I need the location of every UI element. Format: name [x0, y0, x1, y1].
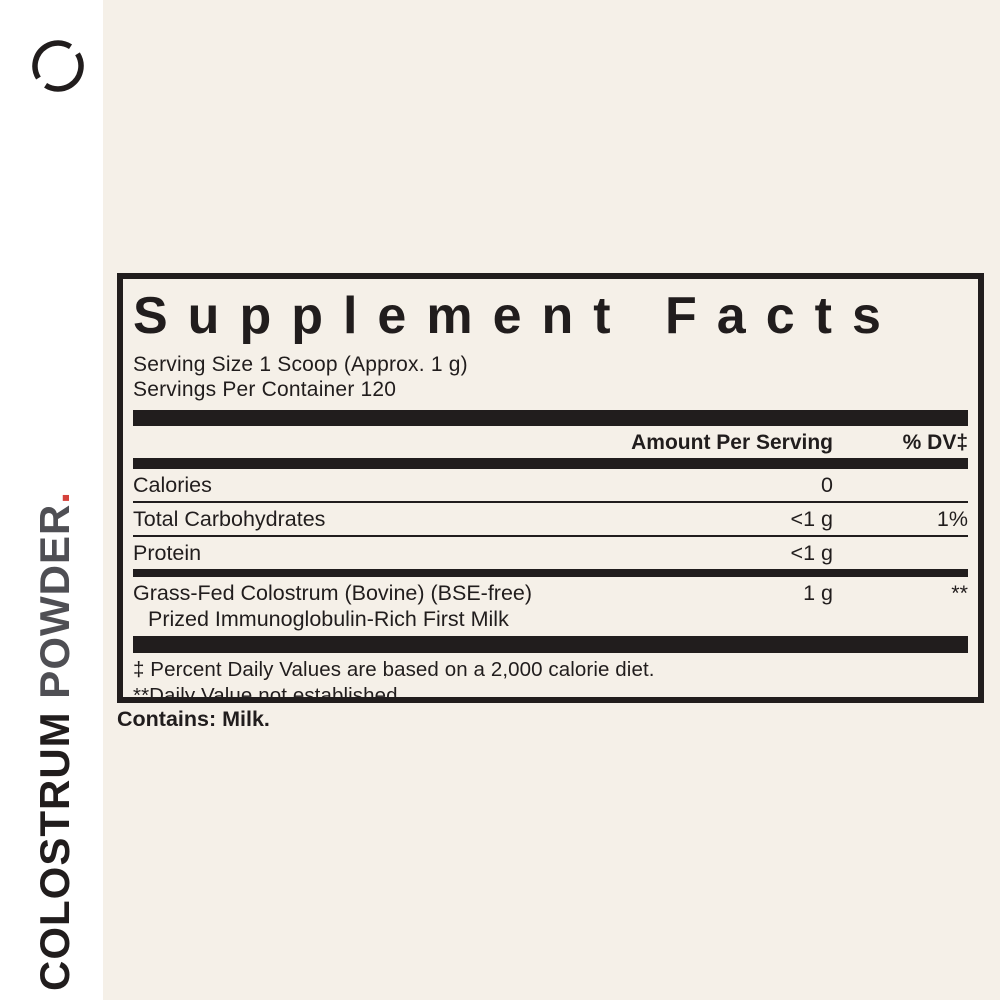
row-subtext: Prized Immunoglobulin-Rich First Milk: [148, 607, 509, 631]
table-row-protein: Protein <1 g: [133, 537, 968, 569]
footnotes: ‡ Percent Daily Values are based on a 2,…: [133, 657, 968, 703]
divider-bar-mid: [133, 569, 968, 577]
row-amount: <1 g: [790, 507, 833, 531]
row-separator: [133, 535, 968, 537]
divider-bar-top: [133, 410, 968, 426]
table-row-colostrum: Grass-Fed Colostrum (Bovine) (BSE-free) …: [133, 577, 968, 636]
brand-name-primary: COLOSTRUM: [31, 698, 78, 991]
table-row-total-carbohydrates: Total Carbohydrates <1 g 1%: [133, 503, 968, 535]
row-amount: 0: [821, 473, 833, 497]
brand-accent-dot: .: [31, 491, 78, 504]
row-separator: [133, 501, 968, 503]
supplement-facts-panel: Supplement Facts Serving Size 1 Scoop (A…: [117, 273, 984, 703]
divider-bar-bottom: [133, 636, 968, 653]
serving-info: Serving Size 1 Scoop (Approx. 1 g) Servi…: [133, 352, 968, 402]
table-header-row: Amount Per Serving % DV‡: [133, 426, 968, 458]
divider-bar-header: [133, 458, 968, 469]
row-dv: 1%: [936, 507, 968, 531]
footnote-not-established: **Daily Value not established.: [133, 683, 404, 703]
servings-per-container: Servings Per Container 120: [133, 378, 397, 401]
table-row-calories: Calories 0: [133, 469, 968, 501]
serving-size: Serving Size 1 Scoop (Approx. 1 g): [133, 353, 468, 376]
brand-name-secondary: POWDER: [31, 503, 78, 699]
row-name: Calories: [133, 473, 212, 497]
header-amount-per-serving: Amount Per Serving: [631, 431, 833, 454]
row-name: Protein: [133, 541, 202, 565]
brand-vertical-title: COLOSTRUM POWDER.: [31, 491, 79, 991]
row-name: Total Carbohydrates: [133, 507, 326, 531]
row-amount: 1 g: [803, 581, 833, 605]
contains-statement: Contains: Milk.: [117, 707, 270, 731]
brand-sidebar: COLOSTRUM POWDER.: [0, 0, 103, 1000]
footnote-daily-values: ‡ Percent Daily Values are based on a 2,…: [133, 658, 655, 681]
panel-title: Supplement Facts: [133, 287, 901, 345]
row-amount: <1 g: [790, 541, 833, 565]
broken-circle-logo-icon: [32, 40, 84, 92]
row-name-group: Grass-Fed Colostrum (Bovine) (BSE-free) …: [133, 581, 803, 631]
row-name: Grass-Fed Colostrum (Bovine) (BSE-free): [133, 581, 533, 605]
header-percent-dv: % DV‡: [902, 431, 968, 454]
row-dv: **: [951, 581, 968, 605]
